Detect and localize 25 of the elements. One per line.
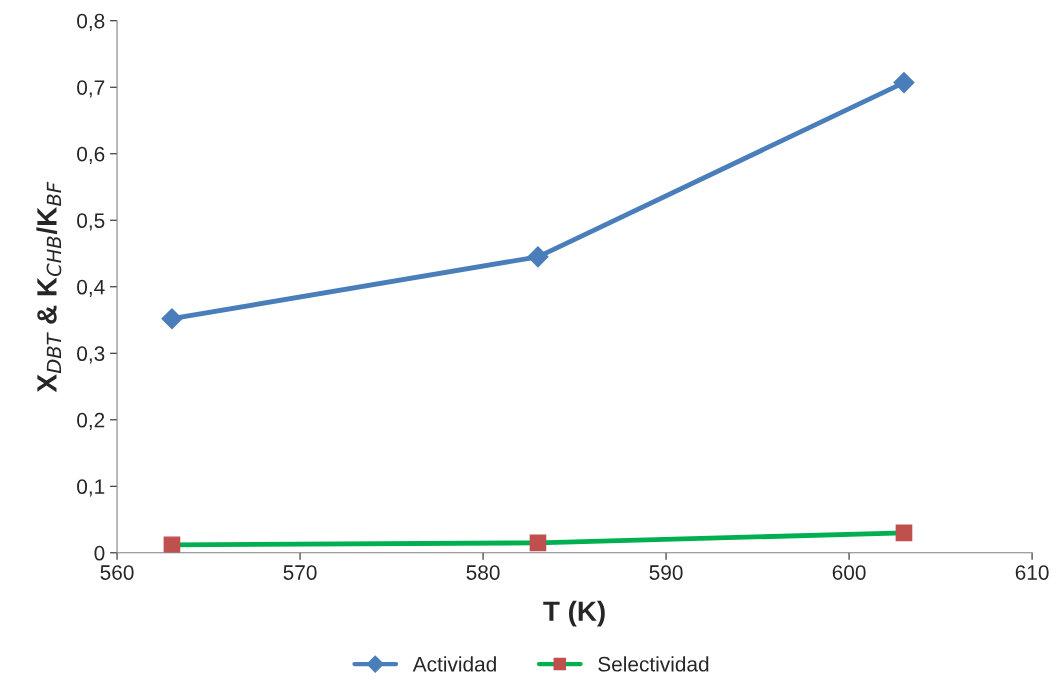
point [161,308,183,330]
y-tick-label: 0,1 [77,479,105,497]
x-tick-label: 560 [100,565,134,580]
y-tick-label: 0,6 [77,146,105,164]
legend-label: Selectividad [598,656,709,672]
y-axis-title: X$_{DBT}$ & K$_{CHB}$/K$_{BF}$ [36,181,62,393]
x-tick-label: 570 [283,565,317,580]
y-tick-label: 0,4 [77,279,105,297]
y-tick-label: 0,8 [77,13,105,31]
x-tick-label: 600 [832,565,866,580]
point [163,536,181,553]
y-tick-label: 0,7 [77,80,105,98]
y-tick-label: 0,3 [77,346,105,364]
point [527,246,549,268]
x-tick-label: 580 [466,565,500,580]
y-tick-label: 0 [94,545,105,561]
point [895,524,913,542]
y-tick-label: 0,5 [77,213,105,231]
point [893,72,915,94]
y-tick-label: 0,2 [77,412,105,430]
x-axis-title: T (K) [543,600,605,627]
point [529,534,547,552]
x-tick-label: 590 [649,565,683,580]
x-tick-label: 610 [1015,565,1049,580]
legend-label: Actividad [412,656,496,672]
